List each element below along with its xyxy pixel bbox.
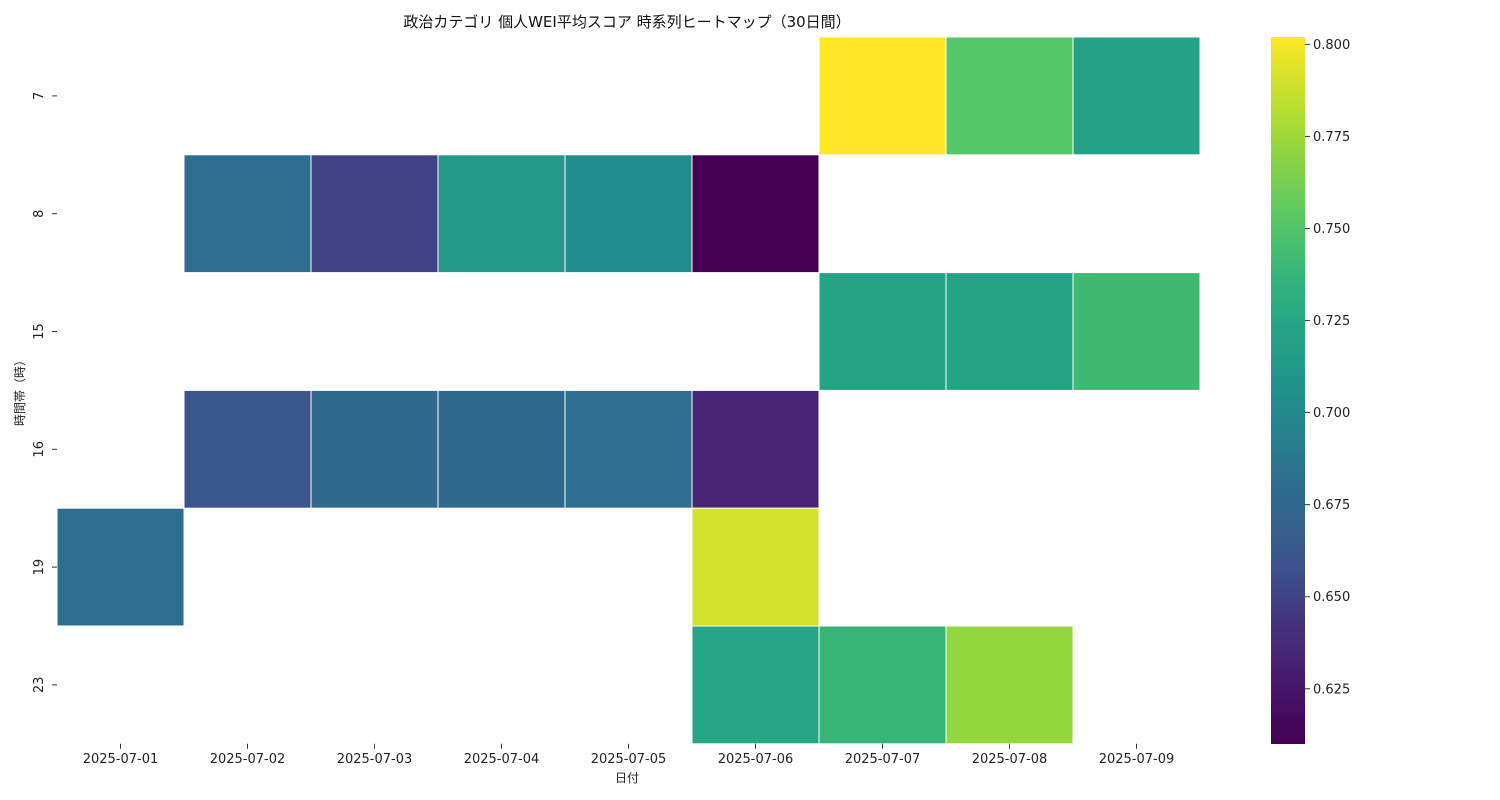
heatmap-cell [1072, 36, 1201, 156]
x-axis-ticks: 2025-07-01 2025-07-02 2025-07-03 2025-07-04… [83, 743, 1175, 767]
colorbar-tick-label: 0.775 [1313, 130, 1350, 145]
heatmap-cell [945, 272, 1074, 391]
x-tick-label: 2025-07-04 [464, 752, 540, 767]
heatmap-cell [818, 272, 947, 391]
colorbar-tick-label: 0.725 [1313, 314, 1350, 329]
heatmap-cell [564, 154, 693, 274]
colorbar-tick-label: 0.800 [1313, 38, 1350, 53]
colorbar-gradient [1271, 37, 1305, 744]
heatmap-cell [818, 625, 947, 745]
heatmap-cell [945, 36, 1074, 156]
chart-title: 政治カテゴリ 個人WEI平均スコア 時系列ヒートマップ（30日間） [403, 13, 850, 31]
y-tick-label: 19 [32, 559, 47, 576]
colorbar-tick-label: 0.700 [1313, 406, 1350, 421]
heatmap-cell [183, 389, 312, 509]
colorbar: 0.625 0.650 0.675 0.700 0.725 0.750 0.775 0.800 [1271, 37, 1350, 744]
x-axis-label: 日付 [615, 771, 639, 785]
y-tick-label: 15 [32, 323, 47, 340]
x-tick-label: 2025-07-02 [210, 752, 286, 767]
x-tick-label: 2025-07-08 [972, 752, 1048, 767]
y-tick-label: 16 [32, 441, 47, 458]
y-axis-label: 時間帯（時） [13, 354, 27, 426]
heatmap-cell [691, 389, 820, 509]
x-tick-label: 2025-07-07 [845, 752, 921, 767]
heatmap-cell [437, 154, 566, 274]
y-tick-label: 23 [32, 677, 47, 694]
heatmap-cell [691, 507, 820, 627]
x-tick-label: 2025-07-06 [718, 752, 794, 767]
heatmap-cell [183, 154, 312, 274]
heatmap-cells [56, 36, 1201, 745]
x-tick-label: 2025-07-03 [337, 752, 413, 767]
heatmap-cell [56, 507, 185, 627]
colorbar-tick-label: 0.675 [1313, 498, 1350, 513]
colorbar-tick-label: 0.625 [1313, 682, 1350, 697]
heatmap-cell [1072, 272, 1201, 391]
colorbar-tick-label: 0.750 [1313, 222, 1350, 237]
heatmap-cell [437, 389, 566, 509]
x-tick-label: 2025-07-09 [1099, 752, 1175, 767]
x-tick-label: 2025-07-05 [591, 752, 667, 767]
heatmap-cell [691, 154, 820, 274]
y-tick-label: 7 [32, 92, 47, 100]
heatmap-cell [945, 625, 1074, 745]
x-tick-label: 2025-07-01 [83, 752, 159, 767]
heatmap-cell [310, 389, 439, 509]
heatmap-cell [691, 625, 820, 745]
y-tick-label: 8 [32, 210, 47, 218]
heatmap-cell [818, 36, 947, 156]
heatmap-cell [310, 154, 439, 274]
colorbar-tick-label: 0.650 [1313, 590, 1350, 605]
heatmap-cell [564, 389, 693, 509]
y-axis-ticks: 7 8 15 16 19 23 [32, 92, 57, 693]
